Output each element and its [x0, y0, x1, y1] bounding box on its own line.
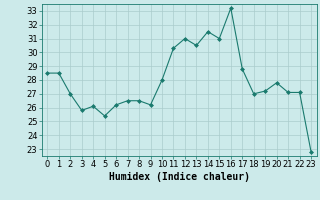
- X-axis label: Humidex (Indice chaleur): Humidex (Indice chaleur): [109, 172, 250, 182]
